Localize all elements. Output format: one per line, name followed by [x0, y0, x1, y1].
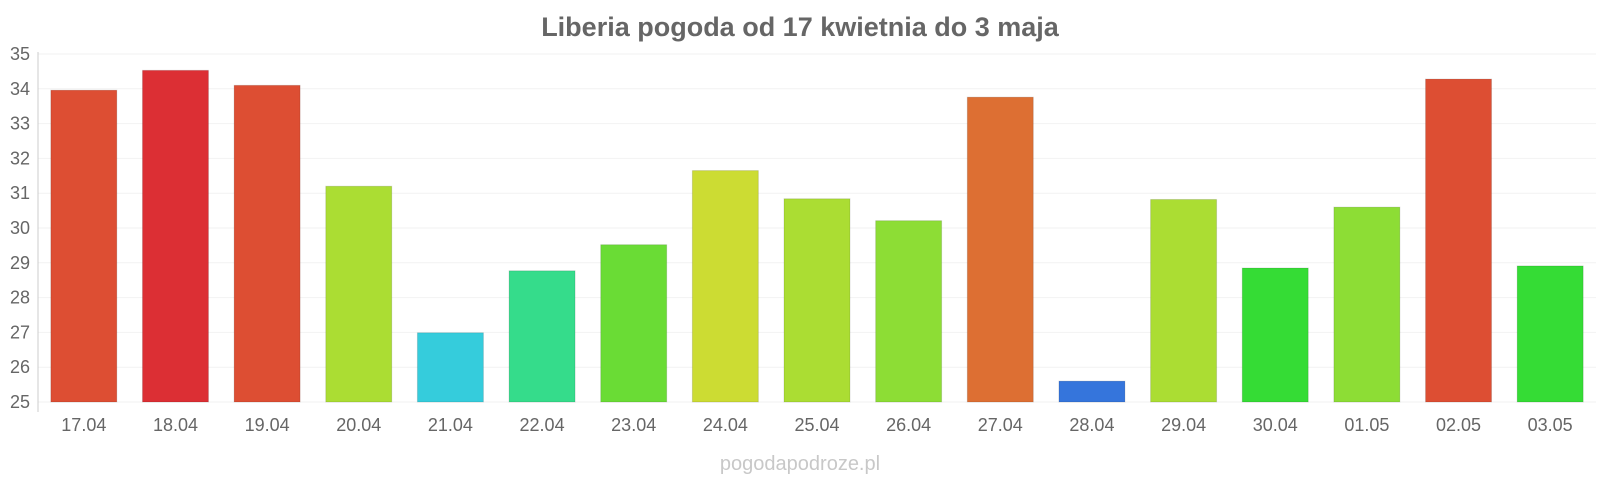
bar-28.04 — [1058, 380, 1126, 403]
y-tick-label: 29 — [10, 253, 30, 273]
y-tick-label: 27 — [10, 322, 30, 342]
bar-23.04 — [600, 244, 668, 403]
x-tick-label: 22.04 — [520, 415, 565, 435]
bar-27.04 — [966, 96, 1034, 403]
y-tick-label: 35 — [10, 44, 30, 64]
y-tick-label: 33 — [10, 114, 30, 134]
y-tick-label: 34 — [10, 79, 30, 99]
bar-22.04 — [508, 270, 576, 403]
x-tick-label: 17.04 — [61, 415, 106, 435]
x-tick-label: 02.05 — [1436, 415, 1481, 435]
x-tick-label: 30.04 — [1253, 415, 1298, 435]
bar-19.04 — [233, 84, 301, 403]
bar-18.04 — [141, 69, 209, 403]
x-tick-label: 28.04 — [1069, 415, 1114, 435]
x-tick-label: 26.04 — [886, 415, 931, 435]
y-tick-label: 25 — [10, 392, 30, 412]
bar-29.04 — [1150, 198, 1218, 403]
x-tick-label: 23.04 — [611, 415, 656, 435]
x-tick-label: 19.04 — [245, 415, 290, 435]
bars — [50, 69, 1584, 403]
x-tick-label: 18.04 — [153, 415, 198, 435]
y-tick-label: 26 — [10, 357, 30, 377]
x-tick-label: 24.04 — [703, 415, 748, 435]
bar-03.05 — [1516, 265, 1584, 403]
bar-26.04 — [875, 220, 943, 403]
y-axis-ticks: 25 26 27 28 29 30 31 32 33 34 35 — [10, 44, 30, 412]
watermark: pogodapodroze.pl — [720, 453, 880, 475]
y-tick-label: 30 — [10, 218, 30, 238]
bar-02.05 — [1425, 78, 1493, 403]
x-tick-label: 03.05 — [1528, 415, 1573, 435]
bar-30.04 — [1241, 267, 1309, 403]
bar-25.04 — [783, 198, 851, 403]
bar-24.04 — [691, 170, 759, 403]
bar-21.04 — [416, 332, 484, 403]
x-axis-ticks: 17.04 18.04 19.04 20.04 21.04 22.04 23.04 24.04… — [61, 415, 1572, 435]
x-tick-label: 25.04 — [794, 415, 839, 435]
x-tick-label: 01.05 — [1344, 415, 1389, 435]
y-tick-label: 31 — [10, 183, 30, 203]
x-tick-label: 20.04 — [336, 415, 381, 435]
y-tick-label: 32 — [10, 148, 30, 168]
x-tick-label: 21.04 — [428, 415, 473, 435]
bar-01.05 — [1333, 206, 1401, 403]
x-tick-label: 27.04 — [978, 415, 1023, 435]
x-tick-label: 29.04 — [1161, 415, 1206, 435]
y-tick-label: 28 — [10, 288, 30, 308]
bar-17.04 — [50, 89, 118, 403]
bar-20.04 — [325, 185, 393, 403]
chart-title: Liberia pogoda od 17 kwietnia do 3 maja — [541, 12, 1060, 42]
